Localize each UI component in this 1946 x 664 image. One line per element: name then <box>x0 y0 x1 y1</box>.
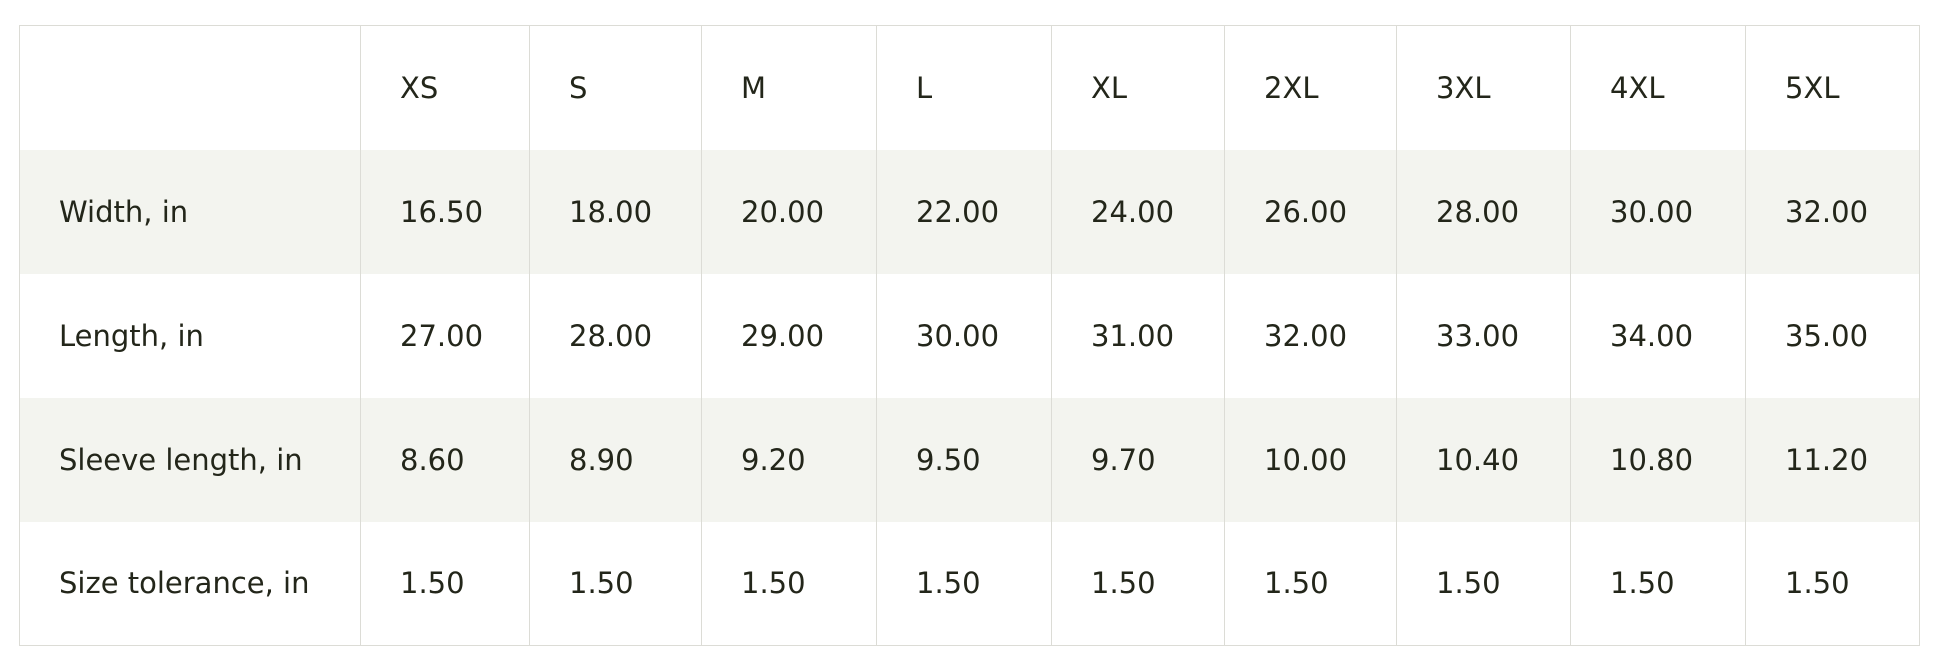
column-header: 3XL <box>1396 25 1571 150</box>
cell: 10.40 <box>1396 397 1571 522</box>
cell: 20.00 <box>701 149 877 274</box>
column-header: S <box>529 25 702 150</box>
cell: 29.00 <box>701 273 877 398</box>
column-header: XL <box>1051 25 1225 150</box>
cell: 1.50 <box>876 521 1052 646</box>
cell: 1.50 <box>1745 521 1920 646</box>
cell: 31.00 <box>1051 273 1225 398</box>
column-header: 5XL <box>1745 25 1920 150</box>
cell: 26.00 <box>1224 149 1397 274</box>
cell: 28.00 <box>529 273 702 398</box>
column-header: XS <box>360 25 530 150</box>
cell: 35.00 <box>1745 273 1920 398</box>
cell: 18.00 <box>529 149 702 274</box>
column-header: M <box>701 25 877 150</box>
column-header: L <box>876 25 1052 150</box>
cell: 8.60 <box>360 397 530 522</box>
cell: 30.00 <box>876 273 1052 398</box>
table-row: Length, in 27.00 28.00 29.00 30.00 31.00 32.00… <box>19 273 1920 398</box>
cell: 32.00 <box>1224 273 1397 398</box>
cell: 10.00 <box>1224 397 1397 522</box>
cell: 1.50 <box>529 521 702 646</box>
cell: 1.50 <box>1224 521 1397 646</box>
cell: 9.50 <box>876 397 1052 522</box>
cell: 27.00 <box>360 273 530 398</box>
row-label: Sleeve length, in <box>19 397 361 522</box>
column-header: 2XL <box>1224 25 1397 150</box>
cell: 28.00 <box>1396 149 1571 274</box>
row-label: Size tolerance, in <box>19 521 361 646</box>
cell: 32.00 <box>1745 149 1920 274</box>
cell: 9.20 <box>701 397 877 522</box>
header-row: XS S M L XL 2XL 3XL 4XL 5XL <box>19 25 1920 150</box>
cell: 1.50 <box>360 521 530 646</box>
cell: 10.80 <box>1570 397 1746 522</box>
cell: 22.00 <box>876 149 1052 274</box>
cell: 1.50 <box>1051 521 1225 646</box>
cell: 11.20 <box>1745 397 1920 522</box>
cell: 24.00 <box>1051 149 1225 274</box>
cell: 30.00 <box>1570 149 1746 274</box>
table-row: Sleeve length, in 8.60 8.90 9.20 9.50 9.70 10.… <box>19 397 1920 522</box>
size-table: XS S M L XL 2XL 3XL 4XL 5XL Width, in 16.50 18.00 2… <box>19 25 1920 646</box>
column-header: 4XL <box>1570 25 1746 150</box>
table-row: Width, in 16.50 18.00 20.00 22.00 24.00 26.00 2… <box>19 149 1920 274</box>
cell: 1.50 <box>1570 521 1746 646</box>
cell: 34.00 <box>1570 273 1746 398</box>
row-label: Length, in <box>19 273 361 398</box>
cell: 1.50 <box>701 521 877 646</box>
cell: 9.70 <box>1051 397 1225 522</box>
cell: 1.50 <box>1396 521 1571 646</box>
row-label: Width, in <box>19 149 361 274</box>
cell: 8.90 <box>529 397 702 522</box>
cell: 16.50 <box>360 149 530 274</box>
corner-cell <box>19 25 361 150</box>
cell: 33.00 <box>1396 273 1571 398</box>
table-row: Size tolerance, in 1.50 1.50 1.50 1.50 1.50 1.… <box>19 521 1920 646</box>
